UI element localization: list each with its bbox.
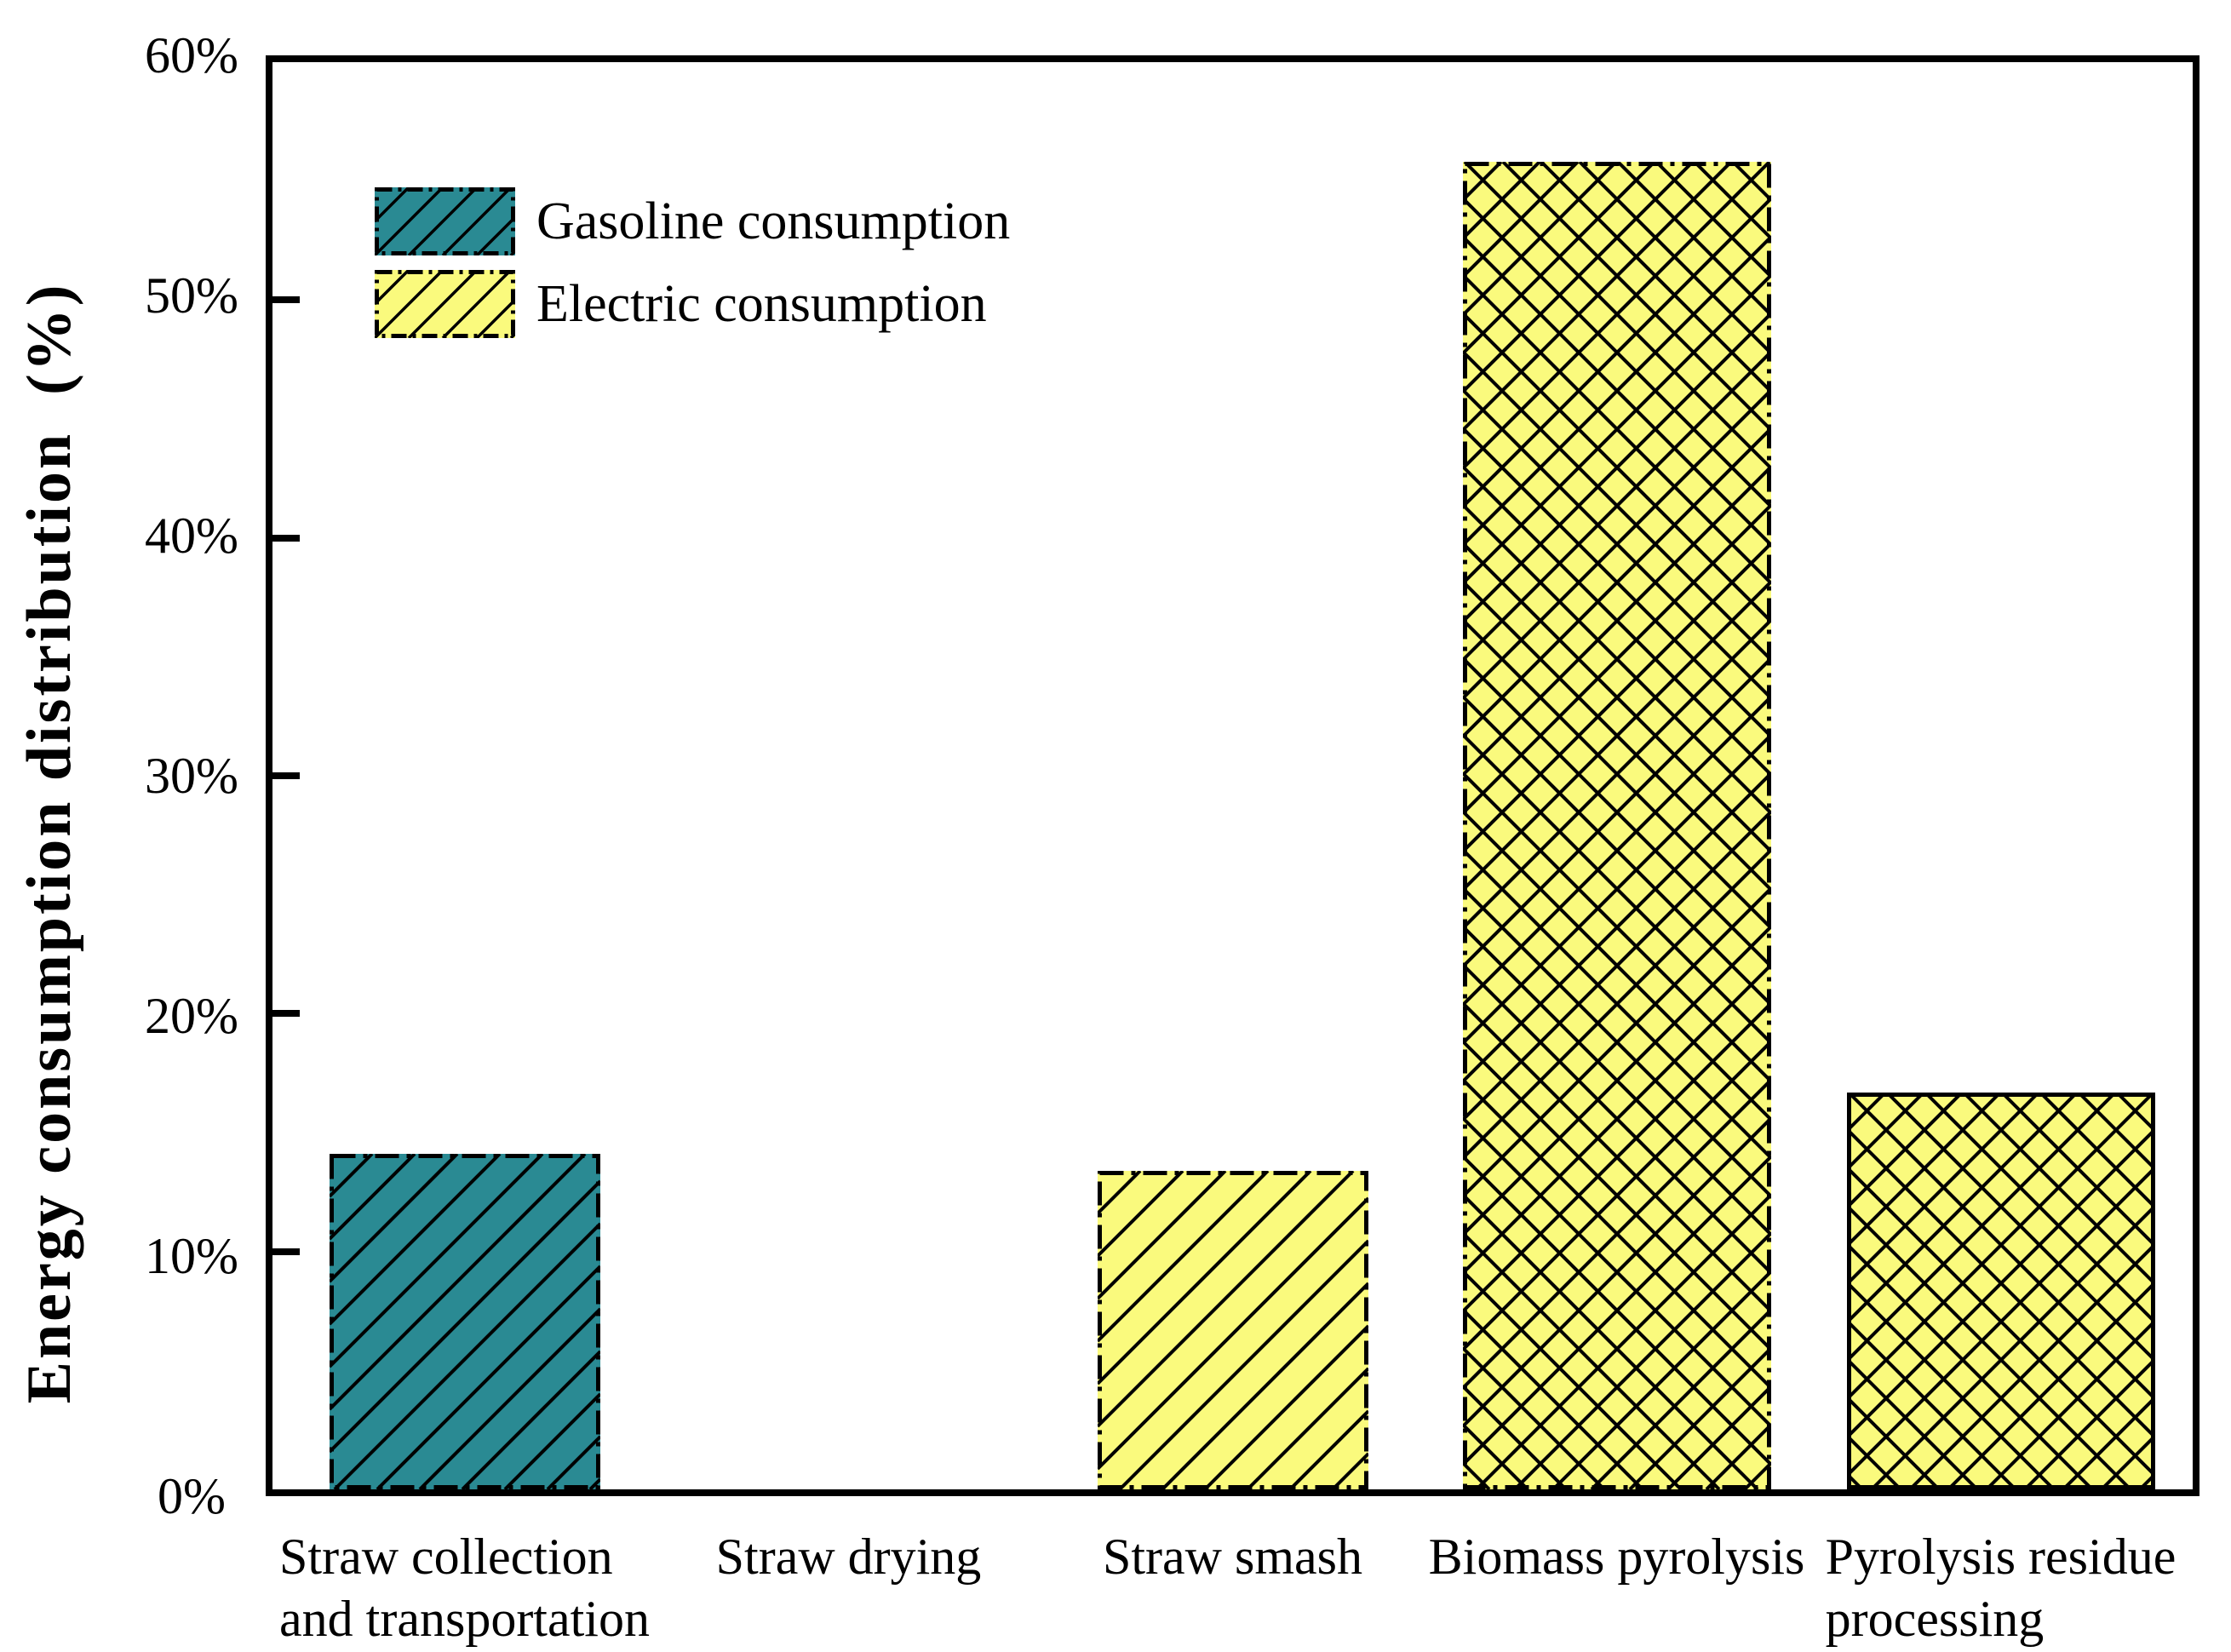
y-tick-label: 30% xyxy=(145,748,238,804)
legend: Gasoline consumption Electric consumptio… xyxy=(375,187,1010,353)
chart-bar-pyrolysis-residue-processing xyxy=(1846,1093,2155,1489)
legend-item-electric: Electric consumption xyxy=(375,270,1010,338)
legend-swatch-gasoline-icon xyxy=(375,187,515,255)
x-category-label-straw-drying: Straw drying xyxy=(715,1529,982,1585)
x-category-label-straw-smash: Straw smash xyxy=(1103,1529,1362,1585)
y-tick-mark xyxy=(272,1010,300,1018)
plot-inner xyxy=(272,62,2193,1489)
y-tick-label: 0% xyxy=(158,1468,226,1524)
plot-area: Gasoline consumption Electric consumptio… xyxy=(266,55,2199,1496)
legend-label-electric: Electric consumption xyxy=(536,275,987,333)
y-tick-mark xyxy=(272,1248,300,1255)
legend-swatch-electric-icon xyxy=(375,270,515,338)
x-category-label-pyrolysis-residue: Pyrolysis residue processing xyxy=(1825,1529,2177,1648)
y-axis-title: Energy consumption distribution (%) xyxy=(14,282,84,1404)
y-tick-label: 50% xyxy=(145,267,238,324)
x-category-label-straw-collection: Straw collection and transportation xyxy=(279,1529,650,1648)
chart-bar-straw-smash xyxy=(1097,1171,1368,1489)
x-category-label-biomass-pyrolysis: Biomass pyrolysis xyxy=(1428,1529,1805,1585)
y-tick-label: 40% xyxy=(145,508,238,564)
chart-bar-biomass-pyrolysis xyxy=(1462,162,1771,1489)
y-tick-mark xyxy=(272,296,300,304)
y-tick-label: 60% xyxy=(145,27,238,83)
y-tick-label: 20% xyxy=(145,988,238,1044)
y-tick-mark xyxy=(272,772,300,779)
legend-item-gasoline: Gasoline consumption xyxy=(375,187,1010,255)
y-tick-label: 10% xyxy=(145,1228,238,1284)
y-tick-mark xyxy=(272,534,300,542)
legend-label-gasoline: Gasoline consumption xyxy=(536,192,1011,250)
chart-bar-straw-collection-and-transportation xyxy=(329,1154,600,1489)
